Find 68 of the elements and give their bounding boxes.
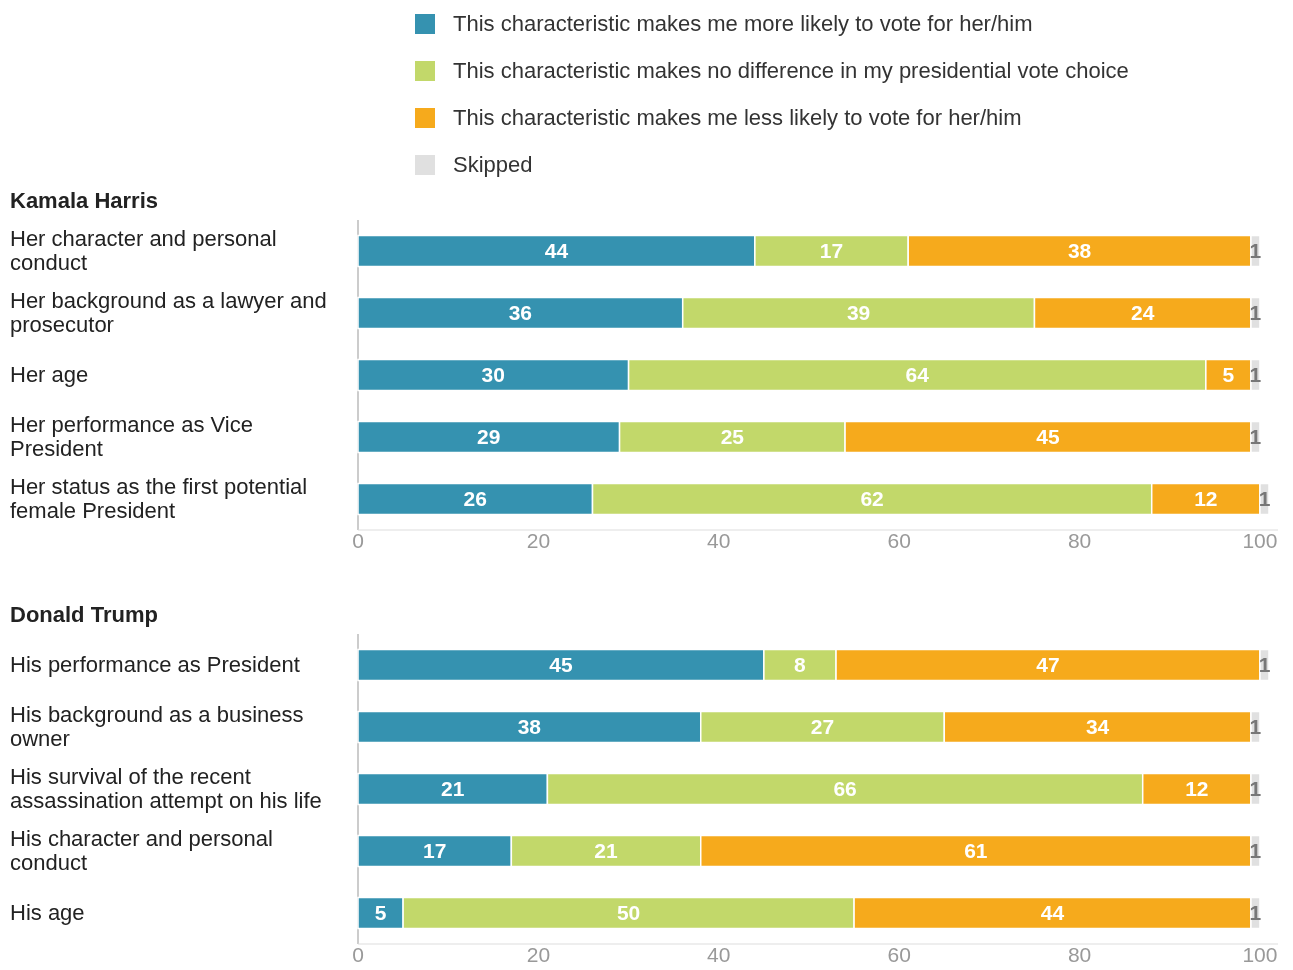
y-tick-label: Her age [10,362,89,387]
data-label: 34 [1085,715,1110,738]
x-tick-label: 60 [887,529,911,552]
data-label: 21 [594,839,619,862]
x-tick-label: 40 [707,943,731,966]
data-label: 1 [1249,777,1262,800]
x-tick-label: 0 [352,943,364,966]
data-label: 17 [819,239,844,262]
data-label: 1 [1249,425,1262,448]
data-label: 38 [517,715,542,738]
data-label: 1 [1258,487,1271,510]
data-label: 12 [1185,777,1209,800]
data-label: 36 [508,301,533,324]
data-label: 12 [1194,487,1218,510]
data-label: 5 [374,901,387,924]
data-label: 66 [833,777,857,800]
data-label: 45 [1036,425,1060,448]
x-tick-label: 60 [887,943,911,966]
data-label: 38 [1067,239,1092,262]
data-label: 5 [1222,363,1235,386]
y-tick-label: Her performance as Vice President [10,412,253,461]
data-label: 26 [463,487,487,510]
text: Donald Trump [10,602,158,627]
data-label: 1 [1249,715,1262,738]
data-label: 1 [1249,239,1262,262]
x-tick-label: 20 [526,529,551,552]
data-label: 62 [860,487,884,510]
x-tick-label: 0 [352,529,364,552]
data-label: 21 [441,777,465,800]
data-label: 30 [481,363,505,386]
y-tick-label: Her background as a lawyer and prosecutor [10,288,327,337]
y-tick-label: Her status as the first potential female President [10,474,308,523]
y-tick-label: His age [10,900,85,925]
data-label: 27 [810,715,835,738]
data-label: 29 [477,425,501,448]
legend-label: Skipped [453,152,533,177]
data-label: 1 [1249,301,1262,324]
text: Kamala Harris [10,188,158,213]
y-tick-label: His performance as President [10,652,300,677]
y-tick-label: His character and personal conduct [10,826,273,875]
x-tick-label: 80 [1067,943,1092,966]
data-label: 61 [964,839,988,862]
data-label: 50 [616,901,641,924]
x-tick-label: 40 [707,529,731,552]
y-tick-label: His background as a business owner [10,702,304,751]
data-label: 25 [720,425,745,448]
data-label: 44 [1040,901,1065,924]
data-label: 64 [905,363,930,386]
data-label: 47 [1036,653,1060,676]
y-tick-label: His survival of the recent assassination attempt on his life [10,764,322,813]
legend-label: This characteristic makes no difference in my presidential vote choice [453,58,1129,83]
data-label: 24 [1131,301,1155,324]
data-label: 39 [846,301,871,324]
legend-label: This characteristic makes me more likely to vote for her/him [453,11,1033,36]
data-label: 1 [1249,839,1262,862]
data-label: 1 [1249,901,1262,924]
x-tick-label: 80 [1067,529,1092,552]
data-label: 8 [794,653,807,676]
data-label: 45 [549,653,573,676]
y-tick-label: Her character and personal conduct [10,226,277,275]
legend-label: This characteristic makes me less likely to vote for her/him [453,105,1022,130]
data-label: 44 [544,239,569,262]
x-tick-label: 20 [526,943,551,966]
x-tick-label: 100 [1242,943,1278,966]
data-label: 17 [422,839,447,862]
x-tick-label: 100 [1242,529,1278,552]
data-label: 1 [1258,653,1271,676]
data-label: 1 [1249,363,1262,386]
